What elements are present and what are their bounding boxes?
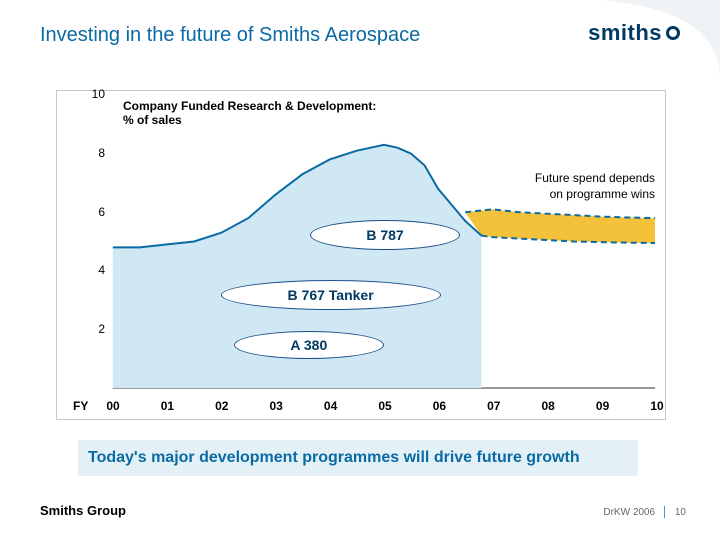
x-tick: 07 [474,399,514,413]
x-tick: 05 [365,399,405,413]
x-tick: 03 [256,399,296,413]
y-tick: 10 [75,87,105,101]
footer-page-number: 10 [675,507,686,518]
footer-source: DrKW 2006 [603,507,655,518]
chart-title: Company Funded Research & Development: %… [123,99,376,127]
future-spend-note: Future spend depends on programme wins [535,171,655,202]
page-title: Investing in the future of Smiths Aerosp… [40,24,420,47]
logo-text: smiths [588,20,662,46]
logo-circle-icon [666,26,680,40]
x-axis-label: FY [73,399,88,413]
x-tick: 06 [419,399,459,413]
program-label: B 767 Tanker [221,280,441,310]
x-tick: 02 [202,399,242,413]
y-tick: 4 [75,263,105,277]
area-chart-svg [57,91,665,420]
x-tick: 04 [311,399,351,413]
callout-bar: Today's major development programmes wil… [78,440,638,476]
footer-right: DrKW 2006 │ 10 [603,507,686,518]
y-tick: 2 [75,322,105,336]
y-tick: 8 [75,146,105,160]
x-tick: 09 [583,399,623,413]
x-tick: 08 [528,399,568,413]
x-tick: 01 [147,399,187,413]
chart-container: Company Funded Research & Development: %… [56,90,666,420]
brand-logo: smiths [588,20,680,46]
program-label: B 787 [310,220,460,250]
y-tick: 6 [75,205,105,219]
program-label: A 380 [234,331,384,359]
footer-left: Smiths Group [40,503,126,518]
footer-separator-icon: │ [658,507,672,518]
x-tick: 10 [637,399,677,413]
x-tick: 00 [93,399,133,413]
